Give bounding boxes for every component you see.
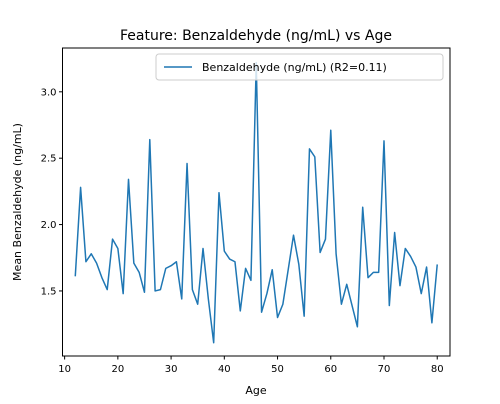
chart-title: Feature: Benzaldehyde (ng/mL) vs Age: [120, 28, 392, 44]
y-tick-label: 2.5: [41, 154, 57, 165]
x-tick-label: 70: [378, 364, 391, 375]
y-axis-title: Mean Benzaldehyde (ng/mL): [11, 123, 24, 281]
x-tick-label: 50: [271, 364, 284, 375]
legend-label: Benzaldehyde (ng/mL) (R2=0.11): [202, 61, 387, 74]
y-tick-label: 2.0: [41, 220, 57, 231]
x-tick-label: 10: [58, 364, 71, 375]
x-tick-label: 40: [218, 364, 231, 375]
y-tick-label: 1.5: [41, 286, 57, 297]
x-tick-label: 20: [111, 364, 124, 375]
axes-frame: [62, 47, 451, 357]
x-axis-title: Age: [245, 384, 267, 397]
legend-box: [155, 53, 444, 81]
x-tick-label: 30: [165, 364, 178, 375]
y-tick-label: 3.0: [41, 87, 57, 98]
x-tick-label: 80: [431, 364, 444, 375]
x-tick-label: 60: [324, 364, 337, 375]
legend: Benzaldehyde (ng/mL) (R2=0.11): [155, 53, 444, 81]
axis-ticks: 10 20 30 40 50 60 70 80 1.5 2.0 2.5 3.0: [41, 87, 444, 375]
